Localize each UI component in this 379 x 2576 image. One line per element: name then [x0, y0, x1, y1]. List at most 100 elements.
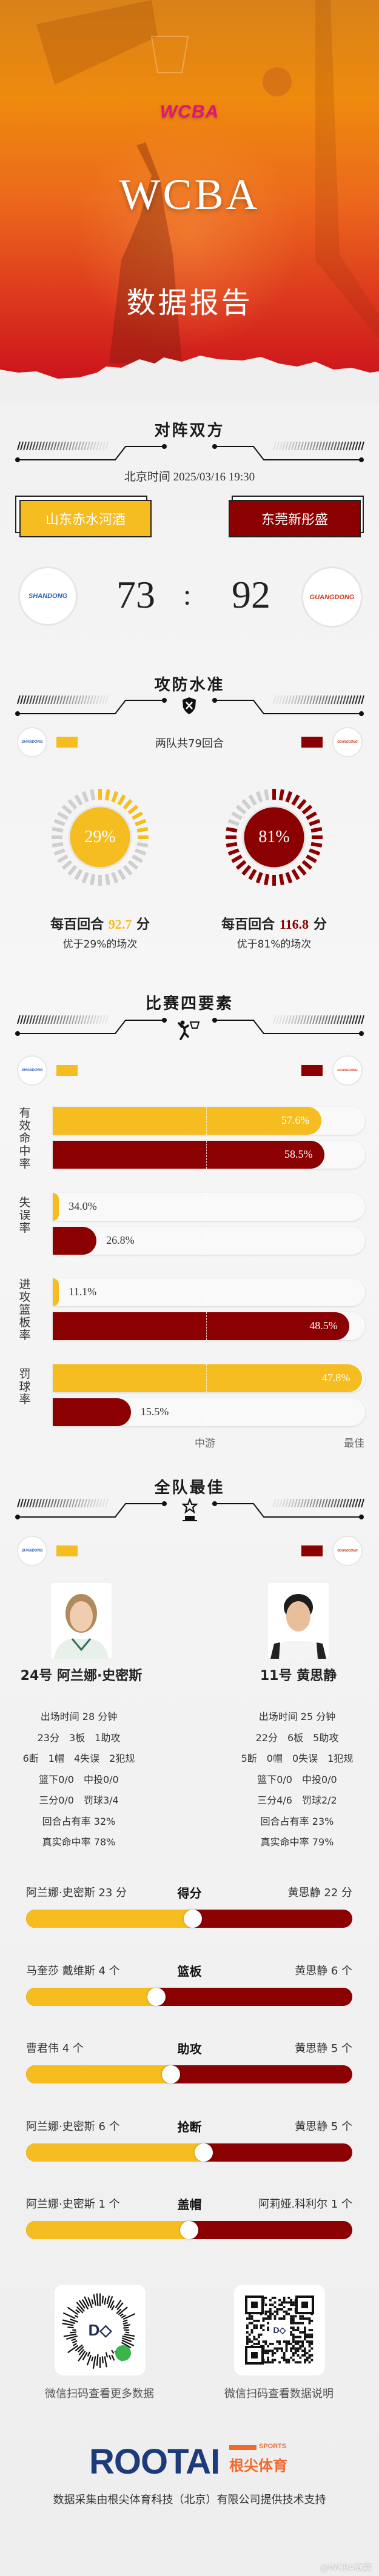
factor-bar-away: 15.5%	[53, 1398, 365, 1426]
factor-bar-home: 47.8%	[53, 1364, 365, 1392]
divider-dot	[162, 698, 167, 703]
gauge-tick	[135, 848, 147, 856]
away-rating-note: 优于81%的场次	[236, 938, 312, 951]
leader-split-marker	[195, 2143, 213, 2162]
away-rating-value: 116.8	[279, 917, 309, 932]
leader-category: 抢断	[177, 2119, 202, 2134]
away-offensive-rating: 每百回合 116.8 分	[183, 914, 365, 933]
away-team-logo: GUANGDONG	[301, 566, 363, 628]
divider-line-left	[18, 700, 164, 714]
gauge-tick	[297, 865, 307, 876]
gauge-tick	[111, 872, 119, 884]
gauge-tick	[226, 827, 238, 833]
divider-lines	[15, 1498, 364, 1519]
gauge-tick	[306, 854, 317, 863]
mid-marker	[206, 1364, 207, 1392]
gauge-tick	[241, 798, 252, 810]
home-best-player-name: 24号 阿兰娜·史密斯	[20, 1668, 143, 1684]
brand-sports: SPORTS	[259, 2443, 287, 2450]
gauge-tick	[81, 791, 89, 803]
leader-category: 篮板	[177, 1964, 202, 1979]
qr-finder	[245, 2346, 264, 2365]
gauge-tick	[111, 791, 119, 803]
divider-dot	[162, 1501, 167, 1506]
factor-bar-home: 11.1%	[53, 1278, 365, 1306]
divider-dot	[212, 1501, 217, 1506]
gauge-tick	[310, 842, 323, 848]
divider-dot	[212, 1018, 217, 1023]
factor-label: 失误率	[19, 1195, 31, 1235]
gauge-tick	[278, 789, 284, 801]
gauge-tick	[127, 805, 139, 815]
factor-value-home: 11.1%	[69, 1286, 97, 1298]
qr-right-caption: 微信扫码查看数据说明	[224, 2388, 334, 2400]
gauge-tick	[297, 798, 307, 810]
mid-marker	[206, 1278, 207, 1306]
leader-split-marker	[183, 1910, 202, 1928]
player-stat-line: 真实命中率 78%	[42, 1836, 116, 1848]
divider-line-left	[18, 1503, 164, 1518]
divider-dot	[162, 444, 167, 449]
gauge-tick	[61, 860, 73, 870]
basketball-dunk-icon	[178, 1020, 200, 1040]
hero-title: WCBA	[119, 170, 260, 219]
divider-lines	[15, 695, 364, 716]
gauge-tick	[231, 811, 243, 820]
away-team-logo-small: GUANGDONG	[332, 1536, 363, 1566]
svg-text:D◇: D◇	[89, 2321, 113, 2339]
gauge-tick	[285, 791, 293, 803]
away-percentile-label: 81%	[258, 828, 290, 846]
factor-bar-home: 57.6%	[53, 1107, 365, 1135]
mid-marker	[206, 1226, 207, 1255]
gauge-tick	[132, 854, 143, 863]
gauge-tick	[264, 789, 270, 801]
player-stat-line: 三分4/6 罚球2/2	[257, 1794, 337, 1806]
gauge-tick	[241, 865, 252, 876]
gauge-tick	[81, 872, 89, 884]
divider-dot	[162, 1018, 167, 1023]
torn-paper-edge	[0, 356, 379, 403]
leader-category: 盖帽	[177, 2197, 202, 2212]
home-offense-gauge	[52, 789, 149, 886]
leader-home-label: 马奎莎 戴维斯 4 个	[26, 1964, 120, 1977]
miniprogram-code-icon: D◇	[62, 2293, 136, 2369]
away-team-name-text: 东莞新彤盛	[261, 513, 328, 528]
leader-comparison-bar	[26, 1987, 352, 2006]
divider-dot	[212, 698, 217, 703]
player-stat-line: 真实命中率 79%	[260, 1836, 334, 1848]
divider-dot	[15, 457, 20, 462]
leader-home-fill	[26, 2143, 204, 2162]
qr-code-data-explanation[interactable]: D◇	[234, 2285, 325, 2375]
leader-home-fill	[26, 2065, 172, 2083]
factor-bar-fill-home	[53, 1192, 59, 1221]
brand-wordmark: ROOTAI	[89, 2442, 220, 2481]
home-percentile-label: 29%	[84, 828, 116, 846]
divider-line-right	[215, 1020, 361, 1034]
gauge-tick	[136, 842, 149, 848]
divider-line-right	[215, 700, 361, 714]
player-stat-line: 出场时间 25 分钟	[258, 1711, 336, 1722]
home-team-name: 山东赤水河酒	[19, 500, 152, 537]
divider-dot	[212, 444, 217, 449]
factor-label: 罚球率	[19, 1367, 31, 1406]
gauge-tick	[61, 805, 73, 815]
player-stat-line: 5断 0帽 0失误 1犯规	[241, 1753, 354, 1764]
gauge-tick	[248, 794, 257, 806]
home-score: 73	[116, 573, 155, 616]
gauge-tick	[310, 827, 323, 833]
miniprogram-code-more-data[interactable]: D◇	[55, 2285, 146, 2375]
gauge-tick	[231, 854, 243, 863]
factor-value-away: 26.8%	[106, 1233, 135, 1246]
factor-value-away: 15.5%	[140, 1405, 169, 1418]
divider-line-right	[215, 1503, 361, 1518]
home-best-player-photo	[51, 1583, 112, 1659]
shield-swords-icon	[183, 697, 196, 714]
home-color-swatch	[56, 1545, 78, 1556]
player-stat-line: 回合占有率 32%	[42, 1815, 116, 1827]
gauge-tick	[52, 842, 64, 848]
player-stat-line: 6断 1帽 4失误 2犯规	[22, 1753, 135, 1764]
gauge-core	[242, 805, 306, 869]
home-team-name-text: 山东赤水河酒	[45, 513, 126, 528]
match-datetime: 北京时间 2025/03/16 19:30	[124, 471, 255, 483]
data-credit: 数据采集由根尖体育科技（北京）有限公司提供技术支持	[53, 2494, 326, 2506]
